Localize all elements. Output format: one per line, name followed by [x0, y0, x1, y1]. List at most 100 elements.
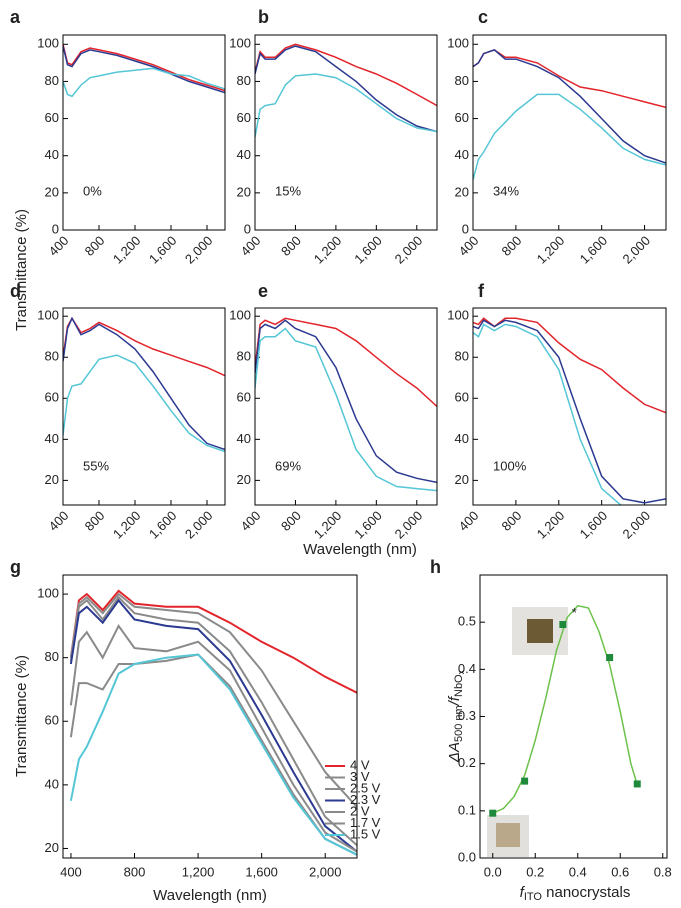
x-tick-label: 1,200	[110, 233, 144, 267]
x-tick-label: 400	[238, 508, 264, 534]
y-tick-label: 20	[45, 184, 59, 199]
annotation: 55%	[83, 458, 109, 473]
x-tick-label: 1,600	[351, 233, 385, 267]
x-tick-label: 1,200	[534, 233, 568, 267]
x-tick-label: 0.4	[569, 864, 587, 879]
x-tick-label: 400	[46, 508, 72, 534]
x-tick-label: 0.2	[526, 864, 544, 879]
x-tick-label: 400	[60, 864, 82, 879]
y-tick-label: 80	[45, 349, 59, 364]
plot-frame	[479, 574, 668, 859]
data-line	[69, 598, 357, 853]
x-tick-label: 1,200	[534, 508, 568, 542]
y-tick-label: 60	[45, 110, 59, 125]
y-tick-label: 40	[45, 431, 59, 446]
data-line	[63, 45, 225, 94]
x-tick-label: 1,200	[182, 864, 215, 879]
y-tick-label: 0.4	[458, 661, 476, 676]
y-tick-label: 40	[45, 776, 59, 791]
point	[489, 809, 497, 817]
x-tick-label: 800	[278, 233, 304, 259]
label-part: ΔA	[446, 742, 463, 763]
y-tick-label: 20	[455, 472, 469, 487]
panel-letter: h	[430, 557, 441, 577]
y-tick-label: 0	[244, 221, 251, 236]
data-line	[63, 354, 225, 453]
data-line	[63, 67, 225, 98]
legend-label: 3 V	[350, 769, 370, 784]
data-line	[255, 327, 437, 492]
y-tick-label: 100	[229, 36, 251, 51]
y-tick-label: 80	[455, 73, 469, 88]
plot-frame	[62, 574, 358, 859]
plot-frame	[254, 307, 438, 506]
legend-label: 2.3 V	[350, 792, 381, 807]
y-tick-label: 100	[229, 308, 251, 323]
annotation: 34%	[493, 183, 519, 198]
y-tick-label: 0.0	[458, 849, 476, 864]
annotation: 69%	[275, 458, 301, 473]
x-tick-label: 1,600	[245, 864, 278, 879]
x-tick-label: 400	[456, 508, 482, 534]
y-tick-label: 40	[455, 431, 469, 446]
x-tick-label: 400	[238, 233, 264, 259]
label-part: /f	[446, 695, 463, 706]
data-line	[69, 653, 357, 856]
y-tick-label: 80	[45, 73, 59, 88]
plot-frame	[254, 34, 438, 231]
legend-label: 2.5 V	[350, 780, 381, 795]
data-line	[63, 44, 225, 92]
x-tick-label: 800	[124, 864, 146, 879]
y-tick-label: 0.2	[458, 755, 476, 770]
annotation: 100%	[493, 458, 527, 473]
data-line	[63, 316, 225, 451]
data-line	[473, 49, 666, 164]
y-tick-label: 20	[237, 472, 251, 487]
data-line	[473, 317, 666, 414]
legend-label: 1.7 V	[350, 815, 381, 830]
y-tick-label: 0.5	[458, 614, 476, 629]
panel-letter: b	[258, 7, 269, 27]
x-tick-label: 1,600	[351, 508, 385, 542]
y-tick-label: 80	[455, 349, 469, 364]
x-tick-label: 800	[82, 233, 108, 259]
y-tick-label: 80	[237, 349, 251, 364]
label-part: ITO	[524, 891, 543, 903]
data-line	[473, 323, 666, 505]
y-tick-label: 100	[37, 36, 59, 51]
x-tick-label: 400	[456, 233, 482, 259]
panel-letter: f	[478, 281, 485, 301]
label-part: 500 nm	[453, 705, 465, 742]
x-axis-title: Wavelength (nm)	[153, 887, 267, 904]
y-tick-label: 80	[45, 649, 59, 664]
x-tick-label: 0.6	[611, 864, 629, 879]
y-tick-label: 100	[37, 586, 59, 601]
point	[633, 780, 641, 788]
photo-film	[527, 619, 553, 643]
annotation: 15%	[275, 183, 301, 198]
x-tick-label: 0.8	[654, 864, 672, 879]
plot-frame	[472, 307, 667, 506]
fit-curve	[492, 604, 639, 814]
point	[606, 654, 614, 662]
data-line	[255, 43, 437, 107]
y-tick-label: 80	[237, 73, 251, 88]
y-tick-label: 20	[455, 184, 469, 199]
x-tick-label: 1,200	[110, 508, 144, 542]
y-axis-title: ΔA500 nm/fNbOx	[446, 669, 466, 763]
panel-letter: g	[10, 557, 21, 577]
y-tick-label: 40	[237, 431, 251, 446]
plot-frame	[472, 34, 667, 231]
x-tick-label: 1,600	[577, 508, 611, 542]
x-tick-label: 2,000	[619, 233, 653, 267]
y-tick-label: 0	[52, 221, 59, 236]
y-tick-label: 20	[45, 840, 59, 855]
x-tick-label: 800	[82, 508, 108, 534]
panel-letter: a	[10, 7, 21, 27]
legend-label: 1.5 V	[350, 826, 381, 841]
y-tick-label: 60	[45, 713, 59, 728]
x-tick-label: 2,000	[182, 233, 216, 267]
y-tick-label: 100	[37, 308, 59, 323]
x-tick-label: 1,600	[577, 233, 611, 267]
